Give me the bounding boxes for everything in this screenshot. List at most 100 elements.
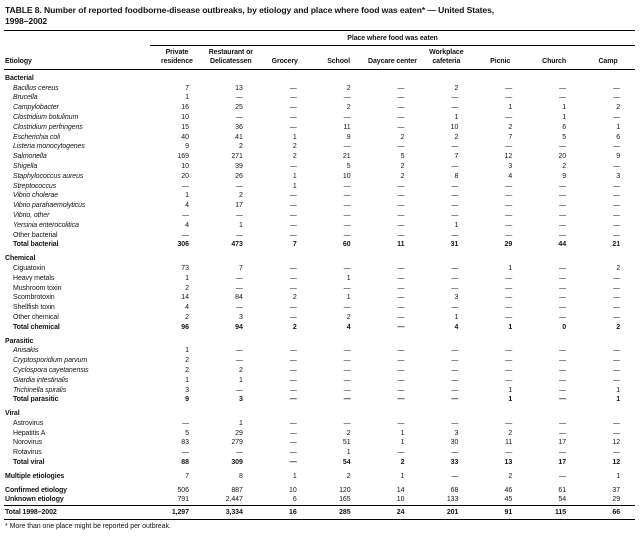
value-cell: — bbox=[343, 113, 351, 121]
value-cell: — bbox=[505, 221, 513, 229]
value-cell: 66 bbox=[581, 505, 635, 521]
value-cell bbox=[581, 405, 635, 419]
value-cell: 2 bbox=[454, 133, 459, 141]
value-cell: — bbox=[397, 396, 405, 404]
value-cell: — bbox=[181, 231, 189, 239]
row-label: Cryptosporidium parvum bbox=[13, 357, 88, 365]
value-cell: — bbox=[559, 386, 566, 394]
value-cell: 2,447 bbox=[225, 496, 243, 504]
table-row: Clostridium perfringens 15 36 — 11 — 10 2 6 1 bbox=[4, 123, 635, 133]
value-cell: 1 bbox=[185, 192, 189, 200]
value-cell: — bbox=[397, 104, 405, 112]
value-cell: — bbox=[613, 366, 620, 374]
table-row: Campylobacter 16 25 — 2 — — 1 1 2 bbox=[4, 103, 635, 113]
value-cell: 1,297 bbox=[150, 505, 204, 521]
value-cell: — bbox=[559, 221, 566, 229]
value-cell: — bbox=[289, 419, 297, 427]
value-cell bbox=[366, 69, 420, 83]
value-cell: 21 bbox=[342, 153, 351, 161]
value-cell: 1 bbox=[616, 386, 620, 394]
value-cell: — bbox=[397, 221, 405, 229]
value-cell: 4 bbox=[454, 323, 459, 331]
value-cell: 1 bbox=[508, 323, 513, 331]
value-cell: — bbox=[289, 459, 297, 467]
value-cell: 10 bbox=[450, 123, 459, 131]
value-cell: 1 bbox=[185, 274, 189, 282]
value-cell bbox=[581, 250, 635, 264]
value-cell: 39 bbox=[235, 162, 243, 170]
value-cell: — bbox=[289, 376, 297, 384]
value-cell bbox=[312, 69, 366, 83]
value-cell: 791 bbox=[177, 496, 189, 504]
value-cell: 96 bbox=[181, 323, 189, 331]
value-cell: — bbox=[289, 313, 297, 321]
value-cell: — bbox=[343, 221, 351, 229]
value-cell: 306 bbox=[177, 241, 189, 249]
value-cell: 7 bbox=[185, 472, 189, 480]
value-cell: 29 bbox=[235, 429, 243, 437]
value-cell: 20 bbox=[181, 172, 189, 180]
value-cell: 3 bbox=[508, 162, 513, 170]
column-header-camp: Camp bbox=[581, 45, 635, 70]
value-cell: — bbox=[289, 202, 297, 210]
value-cell: — bbox=[559, 396, 566, 404]
value-cell: 15 bbox=[181, 123, 189, 131]
value-cell: 13 bbox=[504, 459, 513, 467]
value-cell: 46 bbox=[504, 486, 513, 494]
summary-row: Unknown etiology 791 2,447 6 165 10 133 45 54 29 bbox=[4, 495, 635, 505]
value-cell: — bbox=[343, 396, 351, 404]
value-cell bbox=[527, 333, 581, 347]
section-total-row: Total viral 88 309 — 54 2 33 13 17 12 bbox=[4, 458, 635, 468]
value-cell: 11 bbox=[505, 439, 513, 447]
value-cell: — bbox=[181, 182, 189, 190]
value-cell: 1 bbox=[616, 396, 620, 404]
value-cell: — bbox=[289, 284, 297, 292]
value-cell: 9 bbox=[346, 133, 351, 141]
value-cell: — bbox=[613, 231, 620, 239]
value-cell: — bbox=[235, 449, 243, 457]
value-cell: 3,334 bbox=[203, 505, 258, 521]
value-cell: 2 bbox=[562, 162, 566, 170]
value-cell: 16 bbox=[257, 505, 312, 521]
summary-row: Multiple etiologies 7 8 1 2 1 — 2 — 1 bbox=[4, 468, 635, 482]
column-header-private-residence: Private residence bbox=[150, 45, 204, 70]
value-cell: — bbox=[505, 94, 513, 102]
value-cell bbox=[473, 250, 527, 264]
row-label: Bacterial bbox=[5, 74, 34, 82]
row-label: Shigella bbox=[13, 162, 38, 170]
column-header-daycare: Daycare center bbox=[365, 45, 420, 70]
row-label: Multiple etiologies bbox=[5, 472, 65, 480]
value-cell: — bbox=[505, 376, 513, 384]
value-cell: — bbox=[559, 143, 566, 151]
row-label: Confirmed etiology bbox=[5, 486, 67, 494]
value-cell: 7 bbox=[508, 133, 513, 141]
value-cell: 54 bbox=[558, 496, 566, 504]
table-row: Shellfish toxin 4 — — — — — — — — bbox=[4, 303, 635, 313]
value-cell: — bbox=[613, 376, 620, 384]
value-cell: — bbox=[451, 104, 459, 112]
value-cell: — bbox=[613, 192, 620, 200]
table-title-line1: TABLE 8. Number of reported foodborne-di… bbox=[5, 5, 495, 15]
value-cell: — bbox=[397, 376, 405, 384]
table-row: Yersinia enterocolitica 4 1 — — — 1 — — — bbox=[4, 221, 635, 231]
value-cell: — bbox=[559, 294, 566, 302]
value-cell: 2 bbox=[292, 294, 297, 302]
table-row: Ciguatoxin 73 7 — — — — 1 — 2 bbox=[4, 264, 635, 274]
table-row: Shigella 10 39 — 5 2 — 3 2 — bbox=[4, 162, 635, 172]
value-cell bbox=[204, 69, 258, 83]
value-cell: — bbox=[559, 231, 566, 239]
value-cell: — bbox=[451, 304, 459, 312]
value-cell: 8 bbox=[238, 472, 243, 480]
table-row: Staphylococcus aureus 20 26 1 10 2 8 4 9 3 bbox=[4, 172, 635, 182]
value-cell: 10 bbox=[181, 113, 189, 121]
value-cell: — bbox=[289, 104, 297, 112]
value-cell: — bbox=[505, 313, 513, 321]
value-cell: — bbox=[559, 313, 566, 321]
value-cell: 37 bbox=[612, 486, 620, 494]
value-cell: — bbox=[289, 386, 297, 394]
value-cell: 7 bbox=[292, 241, 297, 249]
value-cell: — bbox=[613, 294, 620, 302]
row-label: Vibrio parahaemolyticus bbox=[13, 202, 86, 210]
value-cell: 2 bbox=[292, 153, 297, 161]
value-cell bbox=[258, 333, 312, 347]
